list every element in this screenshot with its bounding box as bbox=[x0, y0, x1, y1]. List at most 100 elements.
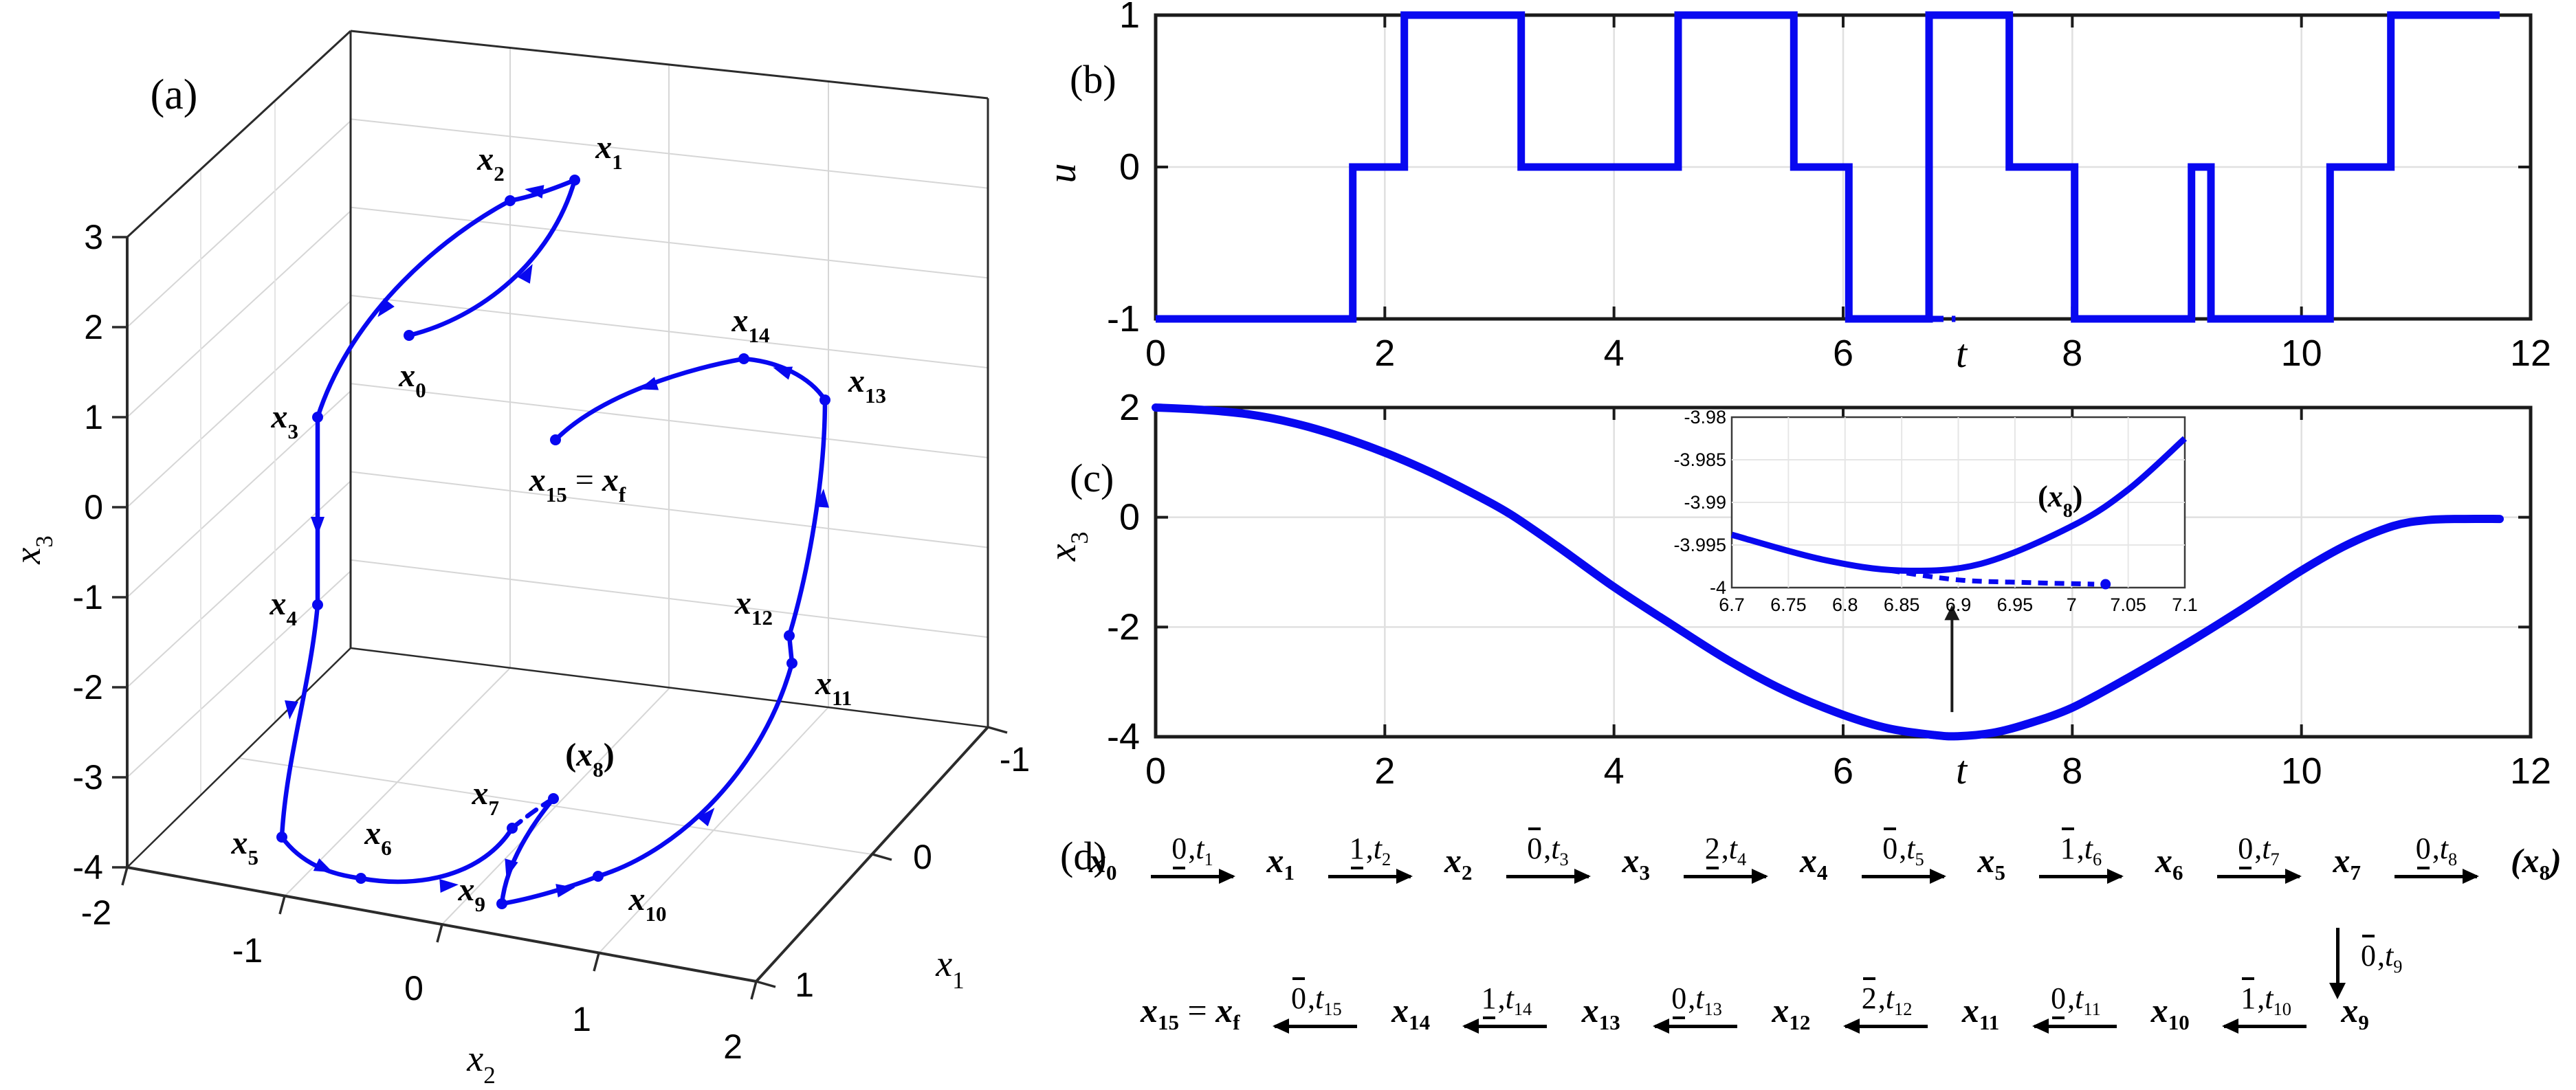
edge-label-t4: 2,t4 bbox=[1704, 832, 1747, 869]
edge-label-t15: 0,t15 bbox=[1291, 977, 1342, 1019]
inset-tick-label-y: -3.98 bbox=[1684, 407, 1726, 427]
edge-t7: 0,t7 bbox=[2209, 832, 2308, 889]
panel-a-3d-plot: 3 2 1 0 -1 -2 -3 -4 -2 -1 0 1 2 1 0 -1 x1​ x2​ x3​ (a) x0​ x1… bbox=[7, 30, 1030, 1089]
arrow-left bbox=[1653, 1019, 1738, 1034]
edge-t5: 0,t5 bbox=[1853, 827, 1952, 889]
arrow-left bbox=[1462, 1019, 1548, 1034]
axis-label-x2: x2​ bbox=[466, 1038, 495, 1089]
point-label-x5: x5​ bbox=[231, 825, 259, 869]
edge-label-t9: 0,t9 bbox=[2361, 935, 2403, 977]
u-step-curve bbox=[1156, 11, 2500, 323]
direction-arrow bbox=[377, 298, 395, 318]
axis-label-u: u bbox=[1039, 164, 1084, 183]
trajectory-point-x8 bbox=[548, 793, 559, 804]
point-label-x10: x10​ bbox=[628, 881, 667, 926]
edge-t13: 0,t13 bbox=[1647, 981, 1746, 1039]
node-x11: x11 bbox=[1961, 991, 2000, 1035]
direction-arrow bbox=[313, 858, 333, 873]
tick-x1 bbox=[756, 980, 776, 988]
tick-label-x2: -1 bbox=[232, 931, 263, 970]
tick-x2 bbox=[750, 981, 758, 1000]
edge-t11: 0,t11 bbox=[2026, 981, 2125, 1039]
tick-label-u: 0 bbox=[1119, 146, 1140, 188]
trajectory-segment-x6-x7 bbox=[358, 825, 515, 885]
inset-tick-label-y: -3.985 bbox=[1673, 449, 1726, 470]
trajectory-segment-x2-x3 bbox=[315, 198, 513, 420]
axis-x1 bbox=[755, 726, 989, 983]
tick-label-x1: -1 bbox=[1000, 740, 1030, 779]
grid-left-wall bbox=[126, 390, 351, 598]
grid-left-wall bbox=[126, 300, 351, 508]
inset-marker-x8 bbox=[2100, 579, 2111, 590]
tick-label-t: 2 bbox=[1374, 333, 1395, 374]
axis-label-x3-text: x3​ bbox=[7, 535, 58, 564]
trajectory-point-x7 bbox=[507, 823, 518, 834]
tick-label-x3: -3 bbox=[73, 758, 103, 797]
panel-d-transition-diagram: (d) x0 0,t1 x1 1,t2 x2 0,t3 x3 2,t4 x4 0,t5 x5 1,t6… bbox=[1052, 811, 2576, 1090]
trajectory-point-x2 bbox=[505, 195, 516, 206]
arrow-right bbox=[1684, 869, 1768, 885]
point-label-x8: (x8​) bbox=[565, 737, 614, 781]
direction-arrow bbox=[815, 489, 829, 508]
edge-t6: 1,t6 bbox=[2031, 827, 2130, 889]
tick-label-x3: -2 bbox=[73, 668, 103, 707]
inset-tick-label-x: 7.05 bbox=[2110, 594, 2146, 615]
direction-arrow bbox=[439, 879, 459, 893]
direction-arrow bbox=[555, 884, 575, 898]
point-label-x14: x14​ bbox=[731, 302, 770, 347]
edge-label-t7: 0,t7 bbox=[2238, 832, 2280, 869]
trajectory-point-x3 bbox=[312, 412, 323, 423]
inset-label-x8: (x8​) bbox=[2038, 480, 2082, 522]
axis-label-t: t bbox=[1956, 748, 1968, 792]
tick-x2 bbox=[593, 953, 600, 972]
trajectory-point-x11 bbox=[786, 658, 797, 669]
trajectory-point-x5 bbox=[276, 832, 287, 843]
trajectory-point-x1 bbox=[569, 175, 580, 186]
direction-arrow bbox=[697, 808, 715, 827]
down-arrow bbox=[2329, 928, 2346, 999]
trajectory-point-x4 bbox=[312, 599, 323, 610]
node-x2: x2 bbox=[1444, 841, 1473, 885]
inset-tick-label-x: 7 bbox=[2067, 594, 2077, 615]
tick-label-t: 12 bbox=[2510, 333, 2551, 374]
tick-label-x2: -2 bbox=[81, 893, 111, 932]
point-label-x0: x0​ bbox=[398, 357, 426, 402]
box-edge bbox=[350, 30, 989, 100]
axis-label-t: t bbox=[1956, 331, 1968, 376]
point-label-x15: x15​ = xf​ bbox=[529, 462, 626, 507]
inset-dashed-curve bbox=[1890, 568, 2095, 587]
direction-arrow bbox=[639, 377, 659, 390]
inset-tick-label-y: -3.995 bbox=[1673, 535, 1726, 555]
point-label-x7: x7​ bbox=[472, 775, 500, 820]
tick-x1 bbox=[987, 726, 1008, 734]
tick-label-x3: 0 bbox=[84, 488, 103, 526]
edge-t15: 0,t15 bbox=[1266, 977, 1365, 1039]
edge-label-t8: 0,t8 bbox=[2415, 832, 2458, 869]
tick-label-x2: 0 bbox=[404, 969, 423, 1008]
trajectory-point-x6 bbox=[355, 873, 366, 884]
tick-label-x3: -1 bbox=[73, 578, 103, 616]
edge-label-t14: 1,t14 bbox=[1481, 981, 1532, 1019]
panel-a-tag: (a) bbox=[151, 71, 198, 118]
edge-t8: 0,t8 bbox=[2386, 832, 2485, 889]
inset-tick-label-y: -3.99 bbox=[1684, 492, 1726, 513]
node-x13: x13 bbox=[1581, 991, 1620, 1035]
trajectory-point-x9 bbox=[496, 898, 507, 909]
tick-label-x2: 2 bbox=[723, 1027, 742, 1066]
point-label-x1: x1​ bbox=[595, 129, 623, 174]
trajectory-point-x12 bbox=[784, 630, 795, 641]
trajectory: x0​ x1​ x2​ x3​ x4​ x5​ x6​ x7​ (x8​) x9​ x10​ x11​… bbox=[231, 129, 887, 926]
arrow-right bbox=[1328, 869, 1413, 885]
box-edge bbox=[350, 647, 989, 728]
panel-d-tag: (d) bbox=[1060, 834, 1107, 878]
node-x12: x12 bbox=[1772, 991, 1811, 1035]
tick-label-t: 2 bbox=[1374, 750, 1395, 792]
node-x4: x4 bbox=[1800, 841, 1828, 885]
trajectory-point-x14 bbox=[738, 353, 749, 364]
edge-label-t3: 0,t3 bbox=[1527, 827, 1569, 869]
tick-label-x3: 0 bbox=[1119, 497, 1140, 538]
edge-t12: 2,t12 bbox=[1837, 977, 1936, 1039]
arrow-right bbox=[1861, 869, 1946, 885]
